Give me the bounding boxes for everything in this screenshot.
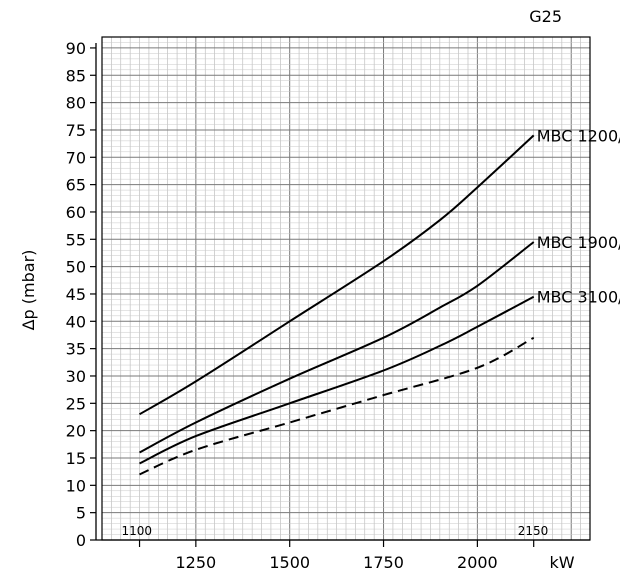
y-axis-label: Δp (mbar) <box>19 250 38 331</box>
series-line-mbc-1900-1 <box>139 241 535 454</box>
y-tick-label: 5 <box>76 504 86 523</box>
y-tick-label: 50 <box>66 258 86 277</box>
range-marker-label: 1100 <box>122 524 153 538</box>
series-group <box>138 134 535 476</box>
x-axis-label: kW <box>549 553 574 572</box>
y-tick-label: 60 <box>66 203 86 222</box>
y-tick-label: 80 <box>66 94 86 113</box>
y-tick-label: 0 <box>76 531 86 550</box>
series-line-mbc-3100-1 <box>139 295 535 465</box>
x-tick-label: 1250 <box>175 553 216 572</box>
series-line-dashed <box>139 336 535 476</box>
labels: 0 5 10 15 20 25 30 35 40 45 50 55 60 65 70 75 80 85 90 1250… <box>66 39 620 572</box>
y-tick-label: 55 <box>66 230 86 249</box>
y-tick-label: 90 <box>66 39 86 58</box>
x-tick-label: 1500 <box>269 553 310 572</box>
y-tick-label: 20 <box>66 422 86 441</box>
y-tick-label: 75 <box>66 121 86 140</box>
y-tick-label: 10 <box>66 476 86 495</box>
x-tick-label: 1750 <box>363 553 404 572</box>
series-label: MBC 3100/1 <box>537 288 620 307</box>
y-tick-label: 35 <box>66 340 86 359</box>
series-label: MBC 1900/1 <box>537 233 620 252</box>
y-tick-label: 70 <box>66 148 86 167</box>
y-tick-label: 85 <box>66 66 86 85</box>
y-tick-label: 65 <box>66 176 86 195</box>
grid <box>101 36 591 541</box>
axes <box>90 43 590 547</box>
range-marker-label: 2150 <box>518 524 549 538</box>
y-tick-label: 45 <box>66 285 86 304</box>
y-tick-label: 25 <box>66 394 86 413</box>
series-label: MBC 1200/1 <box>537 126 620 145</box>
y-tick-label: 40 <box>66 312 86 331</box>
x-tick-label: 2000 <box>457 553 498 572</box>
series-line-mbc-1200-1 <box>138 134 535 416</box>
y-tick-label: 15 <box>66 449 86 468</box>
chart-title: G25 <box>529 7 562 26</box>
y-tick-label: 30 <box>66 367 86 386</box>
